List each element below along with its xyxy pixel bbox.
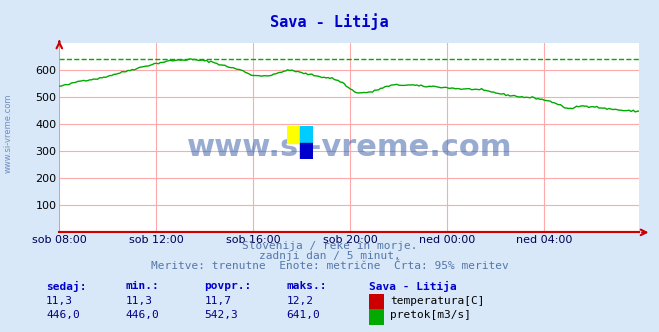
Text: 12,2: 12,2: [287, 296, 314, 306]
Text: Sava - Litija: Sava - Litija: [270, 13, 389, 30]
Text: sedaj:: sedaj:: [46, 281, 86, 291]
Text: 446,0: 446,0: [125, 310, 159, 320]
Text: 542,3: 542,3: [204, 310, 238, 320]
Text: 11,3: 11,3: [125, 296, 152, 306]
Text: pretok[m3/s]: pretok[m3/s]: [390, 310, 471, 320]
Text: povpr.:: povpr.:: [204, 281, 252, 290]
Text: 641,0: 641,0: [287, 310, 320, 320]
Text: 11,7: 11,7: [204, 296, 231, 306]
Bar: [287, 126, 300, 143]
Text: Meritve: trenutne  Enote: metrične  Črta: 95% meritev: Meritve: trenutne Enote: metrične Črta: …: [151, 261, 508, 271]
Text: 11,3: 11,3: [46, 296, 73, 306]
Text: 446,0: 446,0: [46, 310, 80, 320]
Text: min.:: min.:: [125, 281, 159, 290]
Text: temperatura[C]: temperatura[C]: [390, 296, 484, 306]
Text: zadnji dan / 5 minut.: zadnji dan / 5 minut.: [258, 251, 401, 261]
Text: www.si-vreme.com: www.si-vreme.com: [186, 133, 512, 162]
Text: maks.:: maks.:: [287, 281, 327, 290]
Text: Slovenija / reke in morje.: Slovenija / reke in morje.: [242, 241, 417, 251]
Text: www.si-vreme.com: www.si-vreme.com: [4, 93, 13, 173]
Text: Sava - Litija: Sava - Litija: [369, 281, 457, 291]
Bar: [300, 143, 313, 159]
Bar: [300, 126, 313, 143]
